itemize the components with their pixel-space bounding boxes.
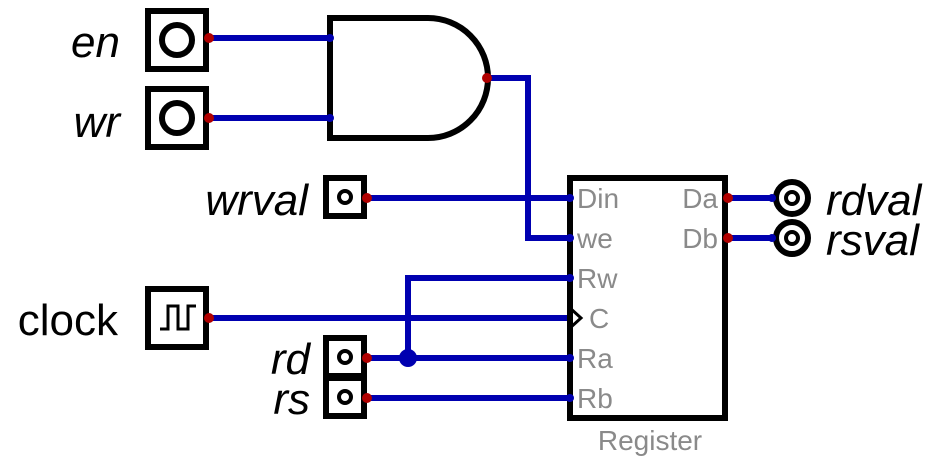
output-rsval[interactable]: rsval [773, 216, 920, 265]
pin-db: Db [682, 223, 718, 254]
pin-dot [482, 73, 492, 83]
input-en[interactable]: en [71, 8, 209, 72]
register-box[interactable] [567, 175, 728, 421]
label-clock: clock [18, 296, 119, 345]
label-wrval: wrval [205, 176, 309, 225]
output-probe-center [784, 190, 800, 206]
pin-da: Da [682, 183, 718, 214]
input-wr[interactable]: wr [74, 86, 209, 150]
register-input-dot [566, 354, 574, 362]
label-rd: rd [271, 335, 312, 384]
and-gate-icon[interactable] [327, 15, 491, 141]
wire-junction-dot [399, 349, 417, 367]
wire-rd-to-rw [405, 275, 570, 358]
pin-dot [362, 193, 372, 203]
input-rs[interactable]: rs [273, 375, 367, 424]
clock-square-wave-icon [160, 304, 196, 331]
register-block[interactable]: Din we Rw C Ra Rb Da Db Register [567, 175, 728, 456]
input-pin-icon[interactable] [159, 100, 195, 136]
register-input-dot [566, 234, 574, 242]
label-rs: rs [273, 375, 310, 424]
register-input-dot [566, 274, 574, 282]
pin-ra: Ra [577, 343, 613, 374]
register-input-dot [566, 394, 574, 402]
pin-we: we [576, 223, 613, 254]
pin-rw: Rw [577, 263, 618, 294]
wire-and-to-we [487, 75, 570, 241]
pin-dot [723, 193, 733, 203]
label-rdval: rdval [826, 176, 923, 225]
pin-c: C [589, 303, 609, 334]
pin-dot [204, 33, 214, 43]
pin-dot [362, 393, 372, 403]
input-pin-icon[interactable] [337, 189, 353, 205]
label-wr: wr [74, 98, 123, 147]
input-rd[interactable]: rd [271, 335, 367, 384]
pin-rb: Rb [577, 383, 613, 414]
output-probe-center [784, 230, 800, 246]
label-rsval: rsval [826, 216, 920, 265]
input-pin-icon[interactable] [159, 22, 195, 58]
pin-dot [723, 233, 733, 243]
input-wrval[interactable]: wrval [205, 175, 367, 225]
pin-dot [204, 113, 214, 123]
register-input-dot [566, 194, 574, 202]
gate-input-dot [326, 34, 334, 42]
register-name: Register [598, 425, 702, 456]
label-en: en [71, 18, 120, 67]
output-input-dot [768, 194, 776, 202]
input-pin-icon[interactable] [337, 389, 353, 405]
output-input-dot [768, 234, 776, 242]
pin-dots [204, 33, 776, 403]
pin-din: Din [577, 183, 619, 214]
pin-dot [362, 353, 372, 363]
input-clock[interactable]: clock [18, 286, 209, 350]
pin-dot [204, 313, 214, 323]
clock-edge-icon [568, 306, 584, 330]
gate-input-dot [326, 114, 334, 122]
input-pin-icon[interactable] [337, 349, 353, 365]
